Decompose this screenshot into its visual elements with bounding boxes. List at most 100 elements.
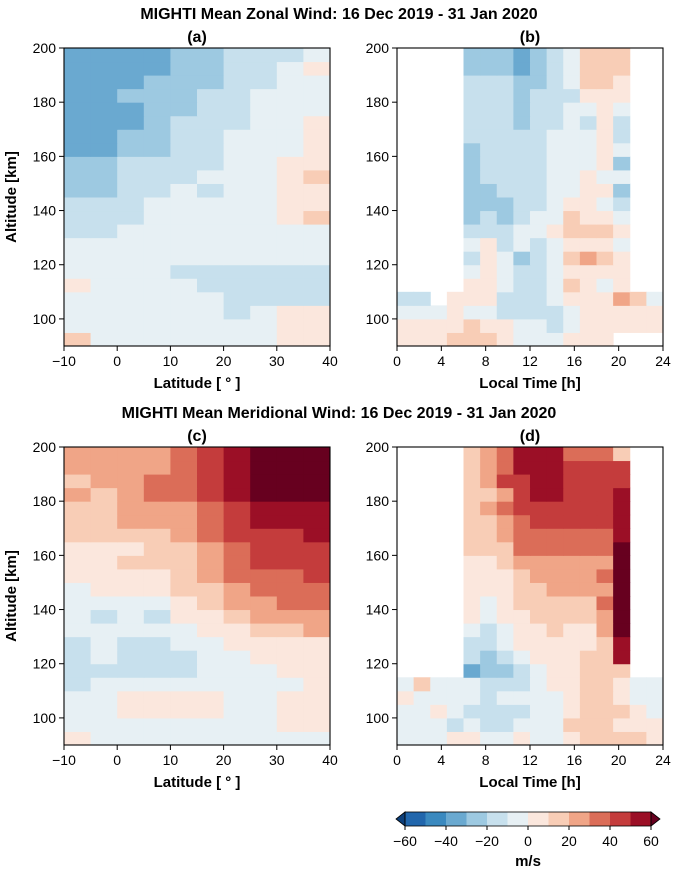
heatmap-cell <box>496 278 514 293</box>
heatmap-cell <box>64 197 92 212</box>
heatmap-cell <box>480 61 498 76</box>
heatmap-cell <box>90 663 118 678</box>
heatmap-cell <box>170 291 198 306</box>
heatmap-cell <box>496 75 514 90</box>
heatmap-cell <box>579 224 598 239</box>
heatmap-cell <box>596 636 614 651</box>
heatmap-cell <box>530 609 548 624</box>
heatmap-cell <box>513 291 531 306</box>
heatmap-cell <box>546 129 564 144</box>
heatmap-cell <box>496 623 514 638</box>
heatmap-cell <box>250 169 278 184</box>
heatmap-cell <box>413 305 431 320</box>
heatmap-cell <box>64 541 92 556</box>
heatmap-cell <box>446 332 465 347</box>
heatmap-cell <box>496 305 514 320</box>
heatmap-cell <box>276 568 304 583</box>
heatmap-cell <box>223 251 251 266</box>
heatmap-cell <box>480 514 498 529</box>
heatmap-cell <box>143 717 171 732</box>
heatmap-cell <box>579 731 598 746</box>
heatmap-cell <box>413 318 431 333</box>
heatmap-cell <box>596 237 614 252</box>
heatmap-cell <box>546 528 564 543</box>
heatmap-cell <box>480 75 498 90</box>
heatmap-cell <box>480 636 498 651</box>
heatmap-cell <box>579 210 598 225</box>
heatmap-cell <box>223 541 251 556</box>
heatmap-cell <box>563 514 581 529</box>
heatmap-cell <box>563 169 581 184</box>
heatmap-cell <box>170 224 198 239</box>
heatmap-cell <box>303 514 331 529</box>
heatmap-cell <box>496 197 514 212</box>
heatmap-cell <box>596 474 614 489</box>
heatmap-cell <box>463 291 481 306</box>
heatmap-cell <box>250 609 278 624</box>
heatmap-cell <box>170 210 198 225</box>
heatmap-cell <box>143 501 171 516</box>
heatmap-cell <box>276 555 304 570</box>
colorbar-tick-label: 40 <box>602 833 618 849</box>
heatmap-cell <box>197 623 225 638</box>
heatmap-cell <box>563 555 581 570</box>
heatmap-cell <box>64 278 92 293</box>
x-tick-label: 20 <box>216 752 232 768</box>
heatmap-cell <box>546 541 564 556</box>
heatmap-cell <box>170 142 198 157</box>
heatmap-cell <box>197 690 225 705</box>
x-axis-label: Latitude [ ° ] <box>154 375 241 392</box>
heatmap-cell <box>496 142 514 157</box>
colorbar-segment <box>569 812 590 826</box>
heatmap-cell <box>596 88 614 103</box>
heatmap-cell <box>170 278 198 293</box>
heatmap-cell <box>496 183 514 198</box>
heatmap-cell <box>64 75 92 90</box>
heatmap-cell <box>563 447 581 462</box>
heatmap-cell <box>613 115 631 130</box>
heatmap-cell <box>613 48 631 63</box>
x-tick-label: 4 <box>437 752 445 768</box>
heatmap-cell <box>563 129 581 144</box>
heatmap-cell <box>397 717 415 732</box>
y-tick-label: 100 <box>366 311 390 327</box>
heatmap-cell <box>563 210 581 225</box>
heatmap-cell <box>513 224 531 239</box>
heatmap-cell <box>197 318 225 333</box>
heatmap-cell <box>613 460 631 475</box>
heatmap-cell <box>530 224 548 239</box>
heatmap-cell <box>90 305 118 320</box>
heatmap-cell <box>463 115 481 130</box>
heatmap-cell <box>513 305 531 320</box>
heatmap-cell <box>90 197 118 212</box>
heatmap-cell <box>303 650 331 665</box>
heatmap-cell <box>613 677 631 692</box>
heatmap-cell <box>546 305 564 320</box>
heatmap-cell <box>430 332 448 347</box>
heatmap-cell <box>579 169 598 184</box>
heatmap-cell <box>579 555 598 570</box>
x-tick-label: 10 <box>163 353 179 369</box>
x-tick-label: −10 <box>52 752 76 768</box>
heatmap-cell <box>90 609 118 624</box>
heatmap-cell <box>170 514 198 529</box>
heatmap-cell <box>546 596 564 611</box>
heatmap-cell <box>563 318 581 333</box>
heatmap-cell <box>197 528 225 543</box>
heatmap-cell <box>513 514 531 529</box>
heatmap-cell <box>480 237 498 252</box>
heatmap-cell <box>513 75 531 90</box>
heatmap-cell <box>143 102 171 117</box>
heatmap-cell <box>596 609 614 624</box>
x-tick-label: 20 <box>216 353 232 369</box>
heatmap-cell <box>90 291 118 306</box>
heatmap-cell <box>613 731 631 746</box>
heatmap-cell <box>90 251 118 266</box>
heatmap-cell <box>143 251 171 266</box>
heatmap-cell <box>546 156 564 171</box>
heatmap-cell <box>579 650 598 665</box>
heatmap-cell <box>563 61 581 76</box>
heatmap-cell <box>480 88 498 103</box>
heatmap-cell <box>303 501 331 516</box>
